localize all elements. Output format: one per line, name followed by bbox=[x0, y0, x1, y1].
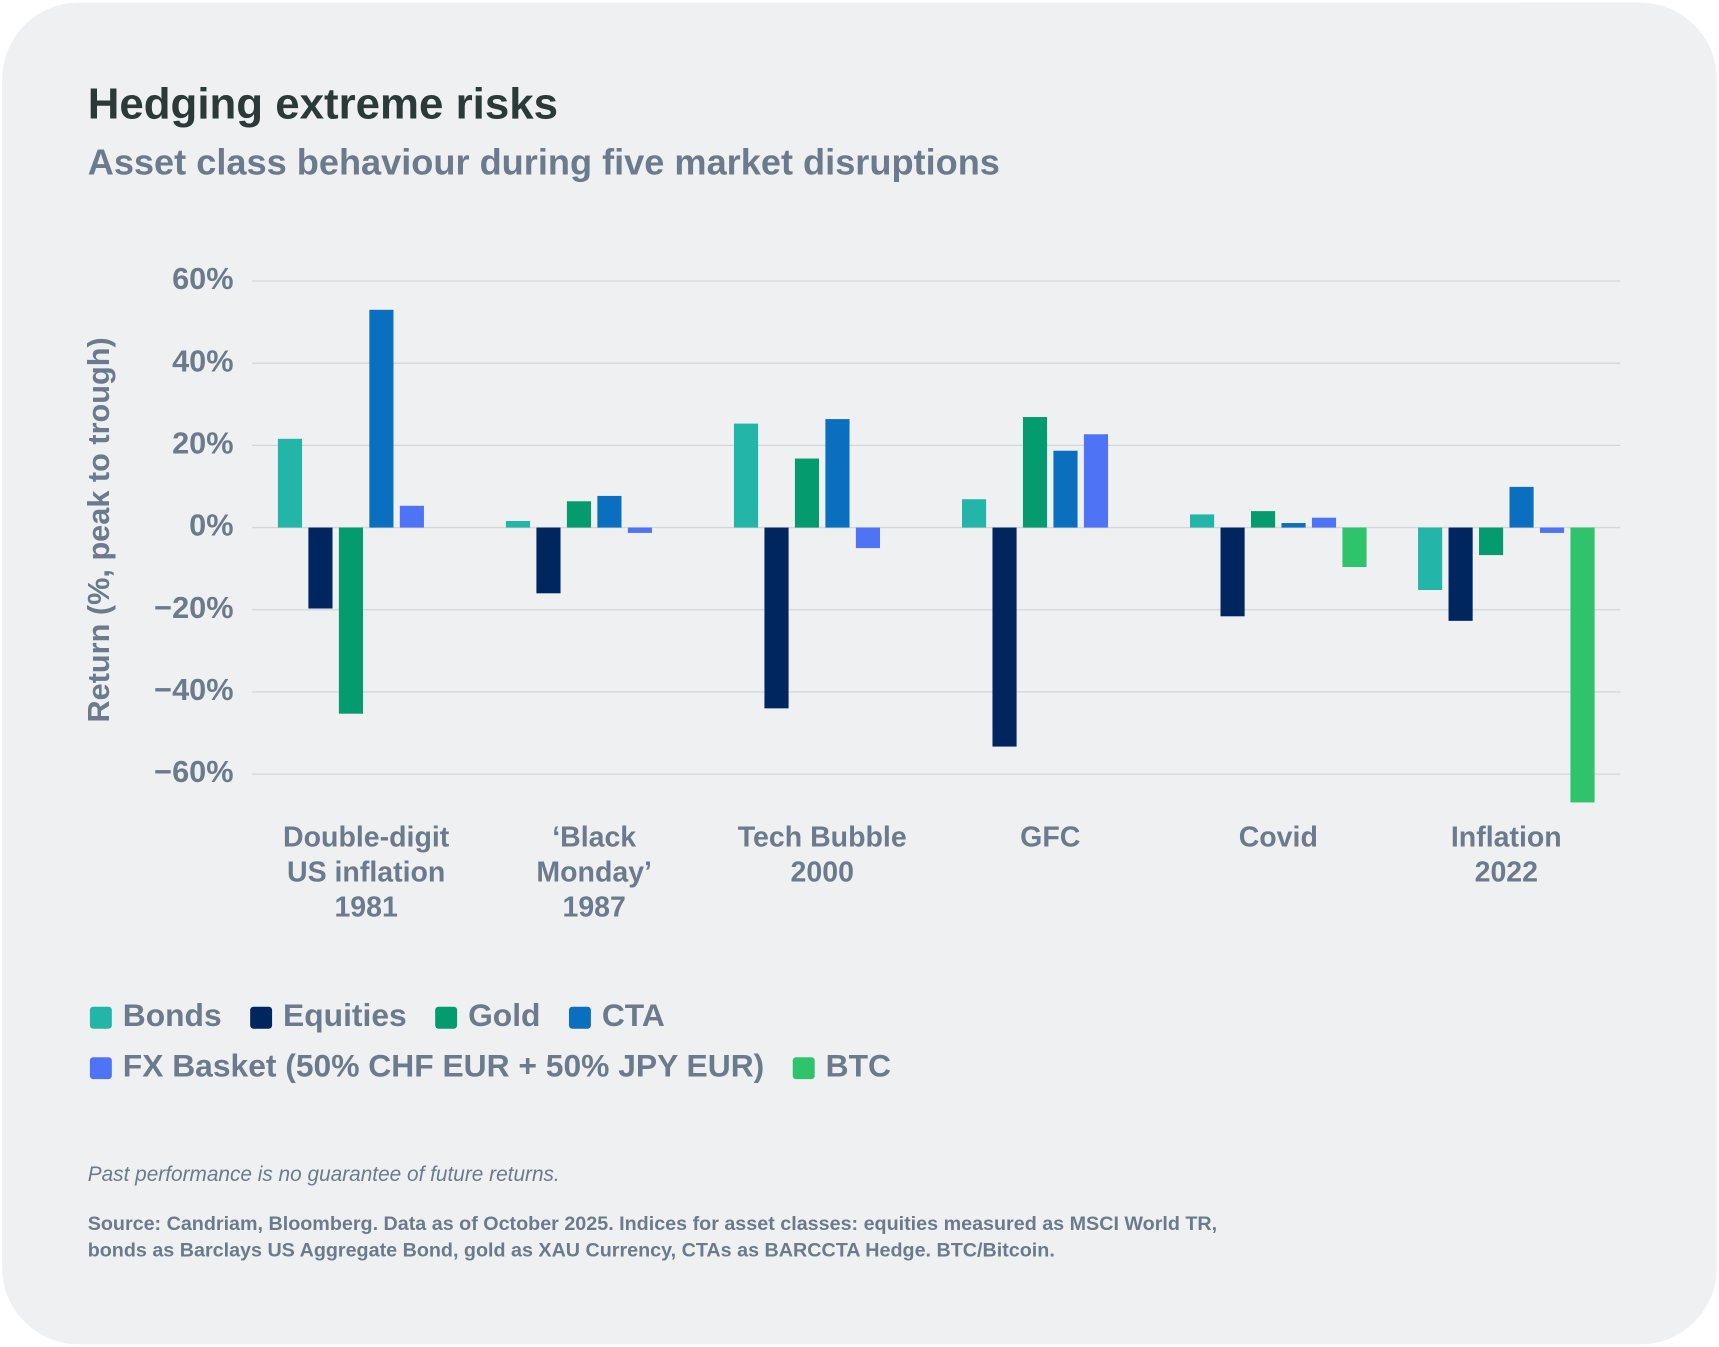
bar bbox=[794, 458, 820, 528]
x-tick-label: 2000 bbox=[791, 857, 854, 889]
bar bbox=[992, 527, 1017, 747]
legend-swatch bbox=[792, 1057, 815, 1080]
bar bbox=[1190, 514, 1215, 528]
bar bbox=[1311, 517, 1337, 528]
legend-swatch bbox=[435, 1006, 458, 1029]
bar bbox=[597, 495, 622, 528]
legend-label: Bonds bbox=[123, 997, 222, 1033]
bar bbox=[1281, 523, 1306, 528]
x-tick-label: Monday’ bbox=[536, 857, 652, 889]
y-tick-label: 40% bbox=[172, 343, 233, 378]
bar bbox=[1053, 450, 1078, 528]
legend-swatch bbox=[89, 1006, 112, 1029]
bar bbox=[733, 423, 759, 528]
y-tick-label: 60% bbox=[172, 261, 233, 296]
legend-swatch bbox=[250, 1006, 273, 1029]
bar bbox=[1250, 511, 1276, 528]
y-tick-label: −60% bbox=[154, 754, 233, 789]
bar bbox=[1570, 527, 1595, 803]
y-tick-label: −40% bbox=[154, 672, 233, 707]
bar bbox=[1083, 434, 1109, 528]
bar bbox=[1479, 527, 1504, 556]
chart-title: Hedging extreme risks bbox=[88, 79, 558, 128]
y-tick-label: −20% bbox=[154, 590, 233, 625]
legend-label: FX Basket (50% CHF EUR + 50% JPY EUR) bbox=[123, 1048, 764, 1084]
x-tick-label: Covid bbox=[1239, 822, 1318, 854]
x-tick-label: US inflation bbox=[287, 857, 445, 889]
legend-label: BTC bbox=[826, 1048, 891, 1084]
x-tick-label: 1981 bbox=[334, 892, 398, 924]
bar bbox=[825, 419, 850, 528]
x-tick-label: Tech Bubble bbox=[738, 822, 907, 854]
bar bbox=[1022, 417, 1048, 528]
x-tick-label: GFC bbox=[1020, 822, 1080, 854]
bar bbox=[308, 527, 333, 609]
bar bbox=[536, 527, 561, 594]
y-axis-label: Return (%, peak to trough) bbox=[81, 337, 116, 722]
x-tick-label: ‘Black bbox=[552, 822, 636, 854]
legend-label: CTA bbox=[602, 997, 665, 1033]
x-tick-label: 2022 bbox=[1475, 857, 1538, 889]
bar bbox=[505, 520, 531, 528]
legend-swatch bbox=[568, 1006, 591, 1029]
source-note: bonds as Barclays US Aggregate Bond, gol… bbox=[88, 1239, 1055, 1261]
x-tick-label: 1987 bbox=[562, 892, 625, 924]
y-tick-label: 20% bbox=[172, 425, 233, 460]
chart-subtitle: Asset class behaviour during five market… bbox=[88, 141, 1000, 182]
bar bbox=[338, 527, 363, 714]
legend-label: Equities bbox=[283, 997, 407, 1033]
y-tick-label: 0% bbox=[189, 508, 233, 543]
bar bbox=[627, 527, 652, 533]
bar bbox=[962, 499, 987, 528]
bar bbox=[277, 438, 303, 528]
bar bbox=[1448, 527, 1473, 621]
bar bbox=[1539, 527, 1565, 533]
bar bbox=[1418, 527, 1443, 591]
bar bbox=[1509, 486, 1534, 528]
bar bbox=[1220, 527, 1245, 617]
bar bbox=[369, 309, 394, 528]
bar bbox=[399, 505, 424, 528]
bar bbox=[566, 501, 592, 528]
x-tick-label: Double-digit bbox=[283, 822, 450, 854]
footnote: Past performance is no guarantee of futu… bbox=[88, 1163, 560, 1186]
bar bbox=[855, 527, 881, 549]
legend-swatch bbox=[89, 1057, 112, 1080]
bar bbox=[1342, 527, 1367, 568]
x-tick-label: Inflation bbox=[1451, 822, 1562, 854]
bar bbox=[764, 527, 789, 709]
source-note: Source: Candriam, Bloomberg. Data as of … bbox=[88, 1213, 1217, 1235]
legend-label: Gold bbox=[468, 997, 540, 1033]
